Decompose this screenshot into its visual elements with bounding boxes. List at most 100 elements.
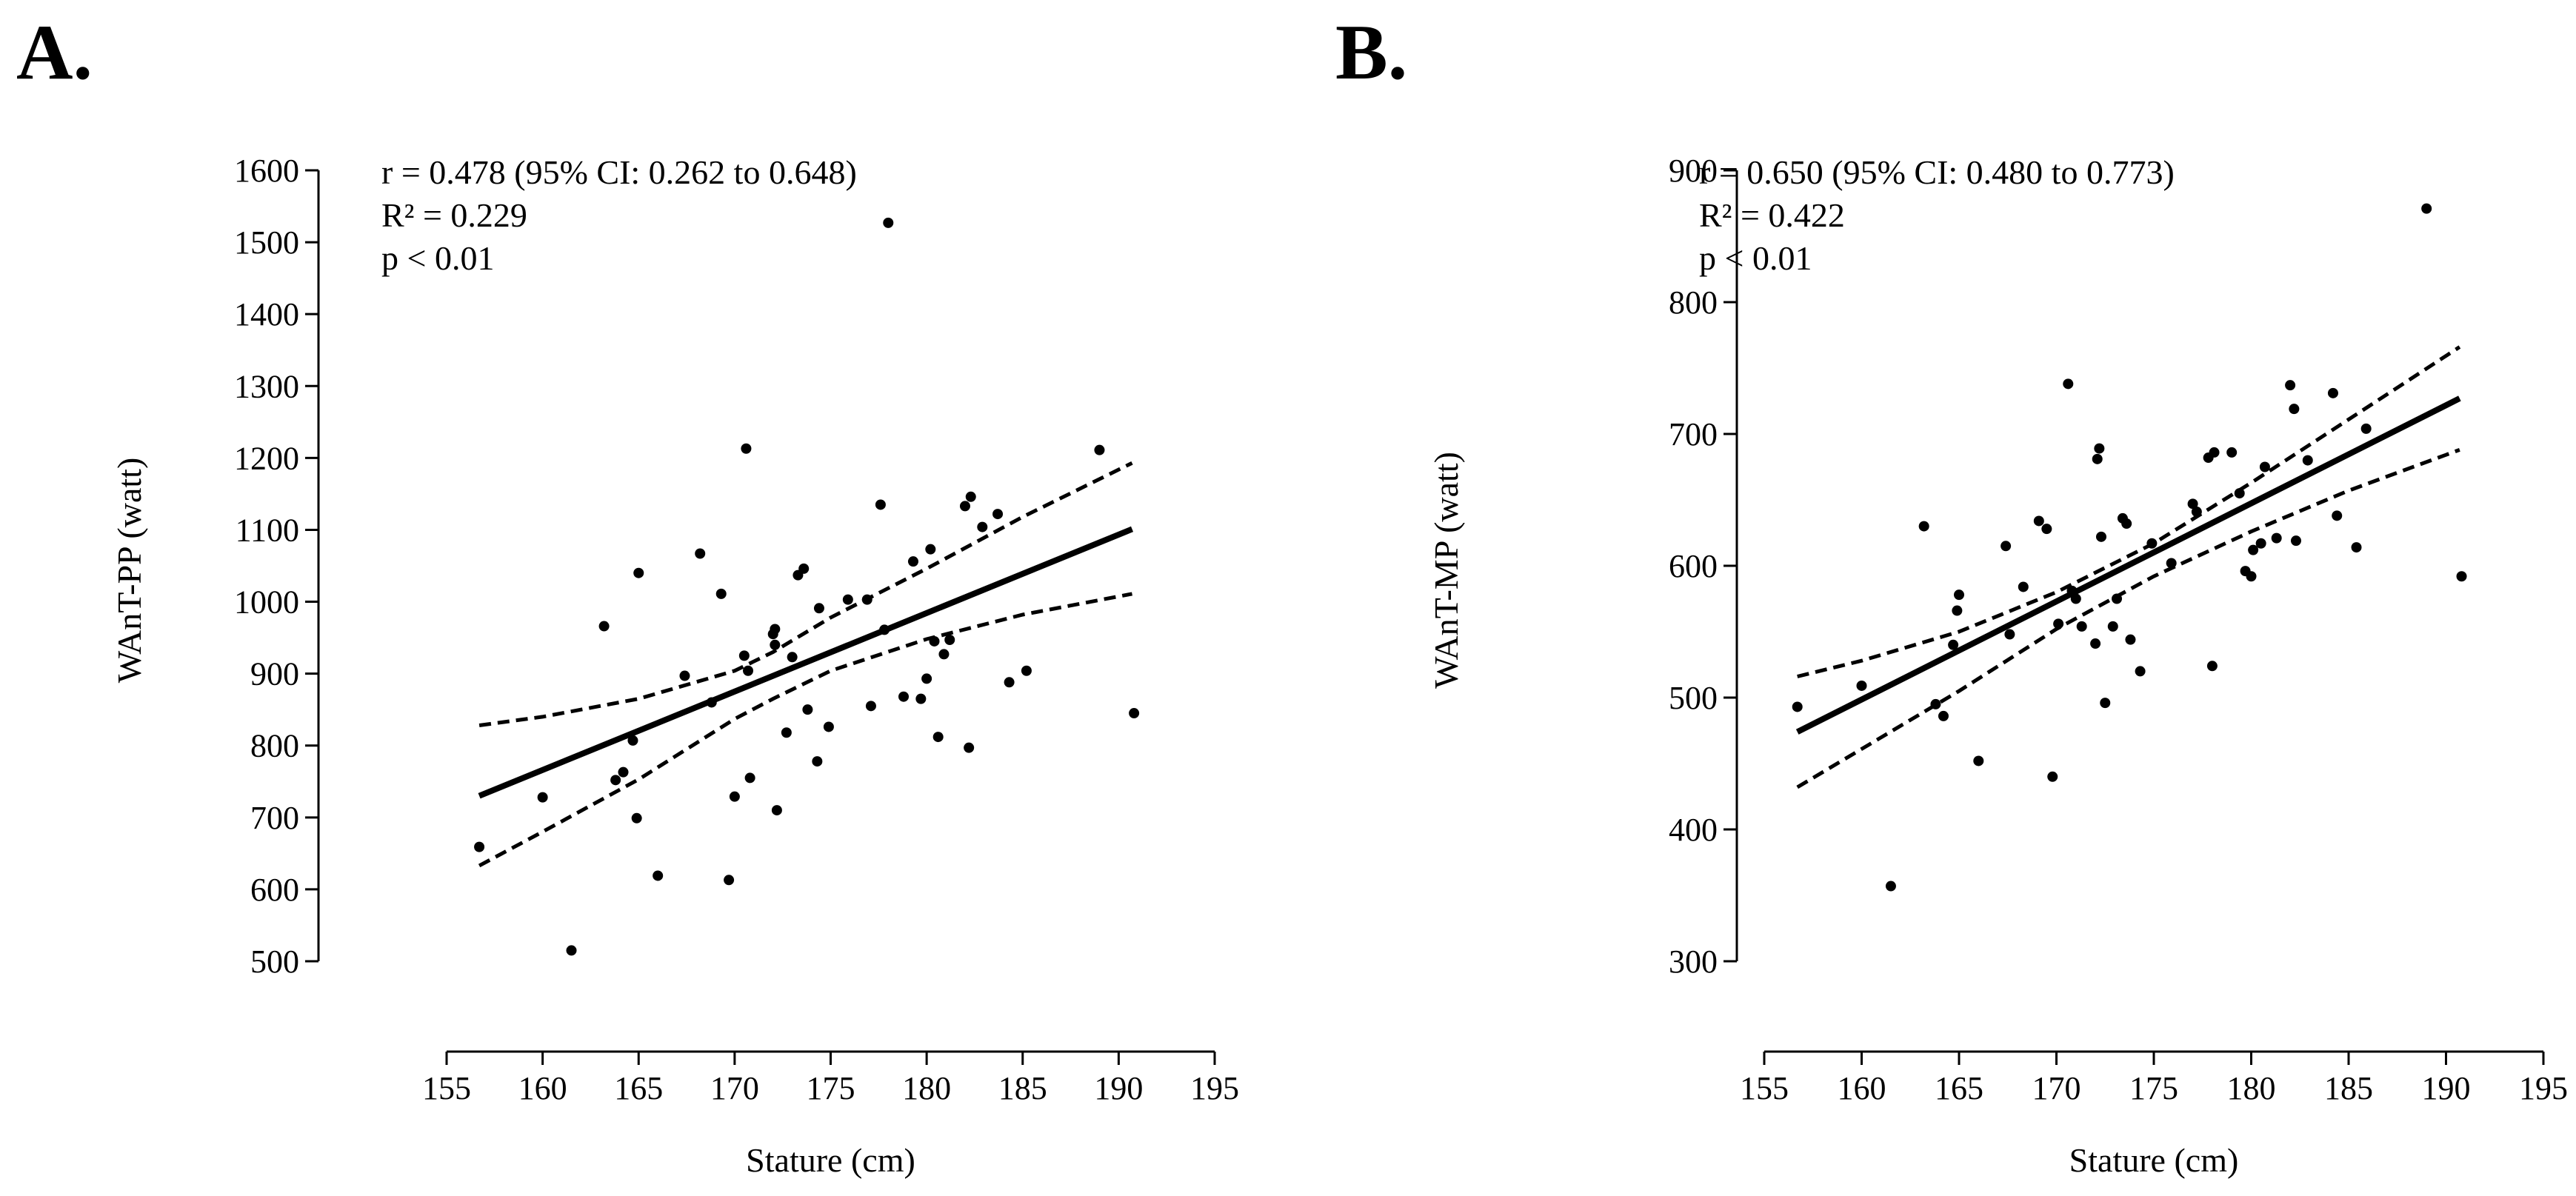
panel-a-y-tick-label: 1100 bbox=[236, 512, 299, 548]
panel-a-data-point bbox=[566, 945, 577, 956]
panel-a-data-point bbox=[744, 772, 755, 784]
panel-a-data-point bbox=[1129, 708, 1140, 719]
panel-b-x-tick-label: 190 bbox=[2422, 1070, 2471, 1106]
panel-b-data-point bbox=[2246, 571, 2257, 582]
panel-a-x-tick-label: 160 bbox=[518, 1070, 567, 1106]
panel-a-data-point bbox=[706, 697, 717, 708]
panel-b-data-point bbox=[2351, 542, 2362, 553]
panel-a-data-point bbox=[959, 501, 970, 512]
panel-a-data-point bbox=[798, 563, 810, 574]
panel-a-y-tick-label: 1300 bbox=[234, 368, 299, 404]
panel-b-x-tick-label: 155 bbox=[1740, 1070, 1789, 1106]
panel-b-data-point bbox=[2327, 387, 2338, 398]
panel-b-y-tick-label: 500 bbox=[1669, 680, 1718, 716]
panel-b-data-point bbox=[2033, 515, 2044, 527]
panel-a-data-point bbox=[925, 544, 936, 555]
panel-a-x-tick-label: 170 bbox=[710, 1070, 759, 1106]
panel-a-x-tick-label: 195 bbox=[1190, 1070, 1239, 1106]
panel-b-stat-annotation-0: r = 0.650 (95% CI: 0.480 to 0.773) bbox=[1699, 153, 2175, 191]
panel-b-data-point bbox=[2107, 621, 2118, 632]
panel-a-data-point bbox=[627, 735, 638, 746]
panel-a-data-point bbox=[865, 701, 876, 712]
panel-b-data-point bbox=[2041, 524, 2052, 535]
panel-a-data-point bbox=[653, 870, 664, 881]
panel-b-label: B. bbox=[1335, 9, 1408, 96]
panel-a-data-point bbox=[965, 491, 976, 502]
panel-a-label: A. bbox=[16, 9, 93, 96]
panel-b-data-point bbox=[2259, 461, 2270, 472]
panel-b-data-point bbox=[2004, 629, 2015, 640]
panel-a-ci-lower-curve bbox=[478, 592, 1132, 868]
panel-a-stat-annotation-1: R² = 0.229 bbox=[381, 196, 527, 234]
panel-b-data-point bbox=[1856, 680, 1867, 691]
panel-a-data-point bbox=[992, 509, 1004, 520]
panel-a-x-tick-label: 175 bbox=[807, 1070, 855, 1106]
panel-b-data-point bbox=[2070, 593, 2081, 604]
panel-a-data-point bbox=[1094, 444, 1105, 455]
panel-a-x-tick-label: 165 bbox=[614, 1070, 663, 1106]
panel-a-data-point bbox=[781, 727, 792, 738]
panel-b-stat-annotation-1: R² = 0.422 bbox=[1699, 196, 1845, 234]
panel-a-data-point bbox=[938, 649, 950, 660]
panel-a-x-tick-label: 185 bbox=[998, 1070, 1047, 1106]
panel-b-data-point bbox=[2191, 507, 2202, 518]
panel-a-data-point bbox=[932, 732, 944, 743]
panel-a-data-point bbox=[964, 742, 975, 753]
panel-b-data-point bbox=[2053, 618, 2064, 629]
panel-b-ci-lower-curve bbox=[1796, 448, 2460, 789]
panel-a-x-axis-title: Stature (cm) bbox=[746, 1141, 915, 1179]
panel-b-x-tick-label: 170 bbox=[2032, 1070, 2081, 1106]
panel-b-data-point bbox=[1938, 710, 1949, 721]
panel-a-data-point bbox=[813, 603, 824, 614]
panel-b-data-point bbox=[2135, 666, 2146, 677]
panel-b-data-point bbox=[2302, 455, 2313, 466]
panel-b-regression-line bbox=[1795, 395, 2461, 735]
panel-a-data-point bbox=[929, 635, 940, 647]
panel-a-stat-annotation-0: r = 0.478 (95% CI: 0.262 to 0.648) bbox=[381, 153, 857, 191]
panel-b-data-point bbox=[2285, 380, 2296, 391]
panel-b-y-tick-label: 600 bbox=[1669, 548, 1718, 584]
panel-b-x-tick-label: 195 bbox=[2519, 1070, 2568, 1106]
panel-b-data-point bbox=[2066, 585, 2078, 596]
panel-a-y-tick-label: 1600 bbox=[234, 153, 299, 189]
panel-b-data-point bbox=[2076, 621, 2087, 632]
panel-a-regression-line bbox=[478, 526, 1134, 799]
panel-a-data-point bbox=[724, 875, 735, 886]
panel-a-x-tick-label: 190 bbox=[1094, 1070, 1143, 1106]
panel-a-data-point bbox=[771, 805, 782, 816]
panel-b-x-tick-label: 165 bbox=[1935, 1070, 1983, 1106]
panel-b-x-tick-label: 185 bbox=[2324, 1070, 2373, 1106]
panel-b-data-point bbox=[2187, 498, 2198, 510]
panel-a-data-point bbox=[944, 635, 955, 646]
panel-a-y-tick-label: 800 bbox=[250, 728, 299, 764]
panel-a-data-point bbox=[715, 588, 727, 599]
panel-a-data-point bbox=[861, 594, 872, 605]
panel-b-data-point bbox=[2332, 510, 2343, 521]
panel-a-data-point bbox=[770, 624, 781, 635]
panel-b-data-point bbox=[1954, 589, 1964, 601]
panel-b-x-tick-label: 160 bbox=[1838, 1070, 1886, 1106]
panel-b-data-point bbox=[2095, 531, 2106, 542]
panel-b-data-point bbox=[2125, 634, 2136, 645]
panel-b-y-tick-label: 700 bbox=[1669, 416, 1718, 452]
panel-a-y-tick-label: 1500 bbox=[234, 224, 299, 261]
panel-b-data-point bbox=[2206, 661, 2218, 672]
panel-b: B. 300 400 500 600 700 800 900 155 160 165 170 175 1… bbox=[1288, 0, 2576, 1196]
panel-a-data-point bbox=[898, 691, 910, 702]
panel-b-y-axis-title: WAnT-MP (watt) bbox=[1427, 452, 1465, 689]
panel-a-data-point bbox=[977, 521, 988, 532]
panel-b-data-point bbox=[2094, 443, 2105, 454]
panel-a-data-point bbox=[729, 791, 740, 802]
panel-a-y-tick-label: 600 bbox=[250, 872, 299, 908]
panel-a-stat-annotation-2: p < 0.01 bbox=[381, 239, 494, 277]
chart-a: 500 600 700 800 900 1000 1100 1200 1300 1400 1500 1… bbox=[110, 153, 1239, 1179]
panel-b-data-point bbox=[2100, 698, 2111, 709]
panel-a-data-point bbox=[738, 650, 750, 661]
panel-b-data-point bbox=[2209, 447, 2220, 458]
panel-a-data-point bbox=[695, 548, 706, 559]
panel-b-data-point bbox=[2255, 538, 2266, 549]
panel-a-data-point bbox=[770, 639, 781, 650]
panel-a-data-point bbox=[743, 665, 754, 676]
chart-b: 300 400 500 600 700 800 900 155 160 165 170 175 180 1… bbox=[1427, 153, 2568, 1179]
panel-a-data-point bbox=[631, 812, 642, 823]
